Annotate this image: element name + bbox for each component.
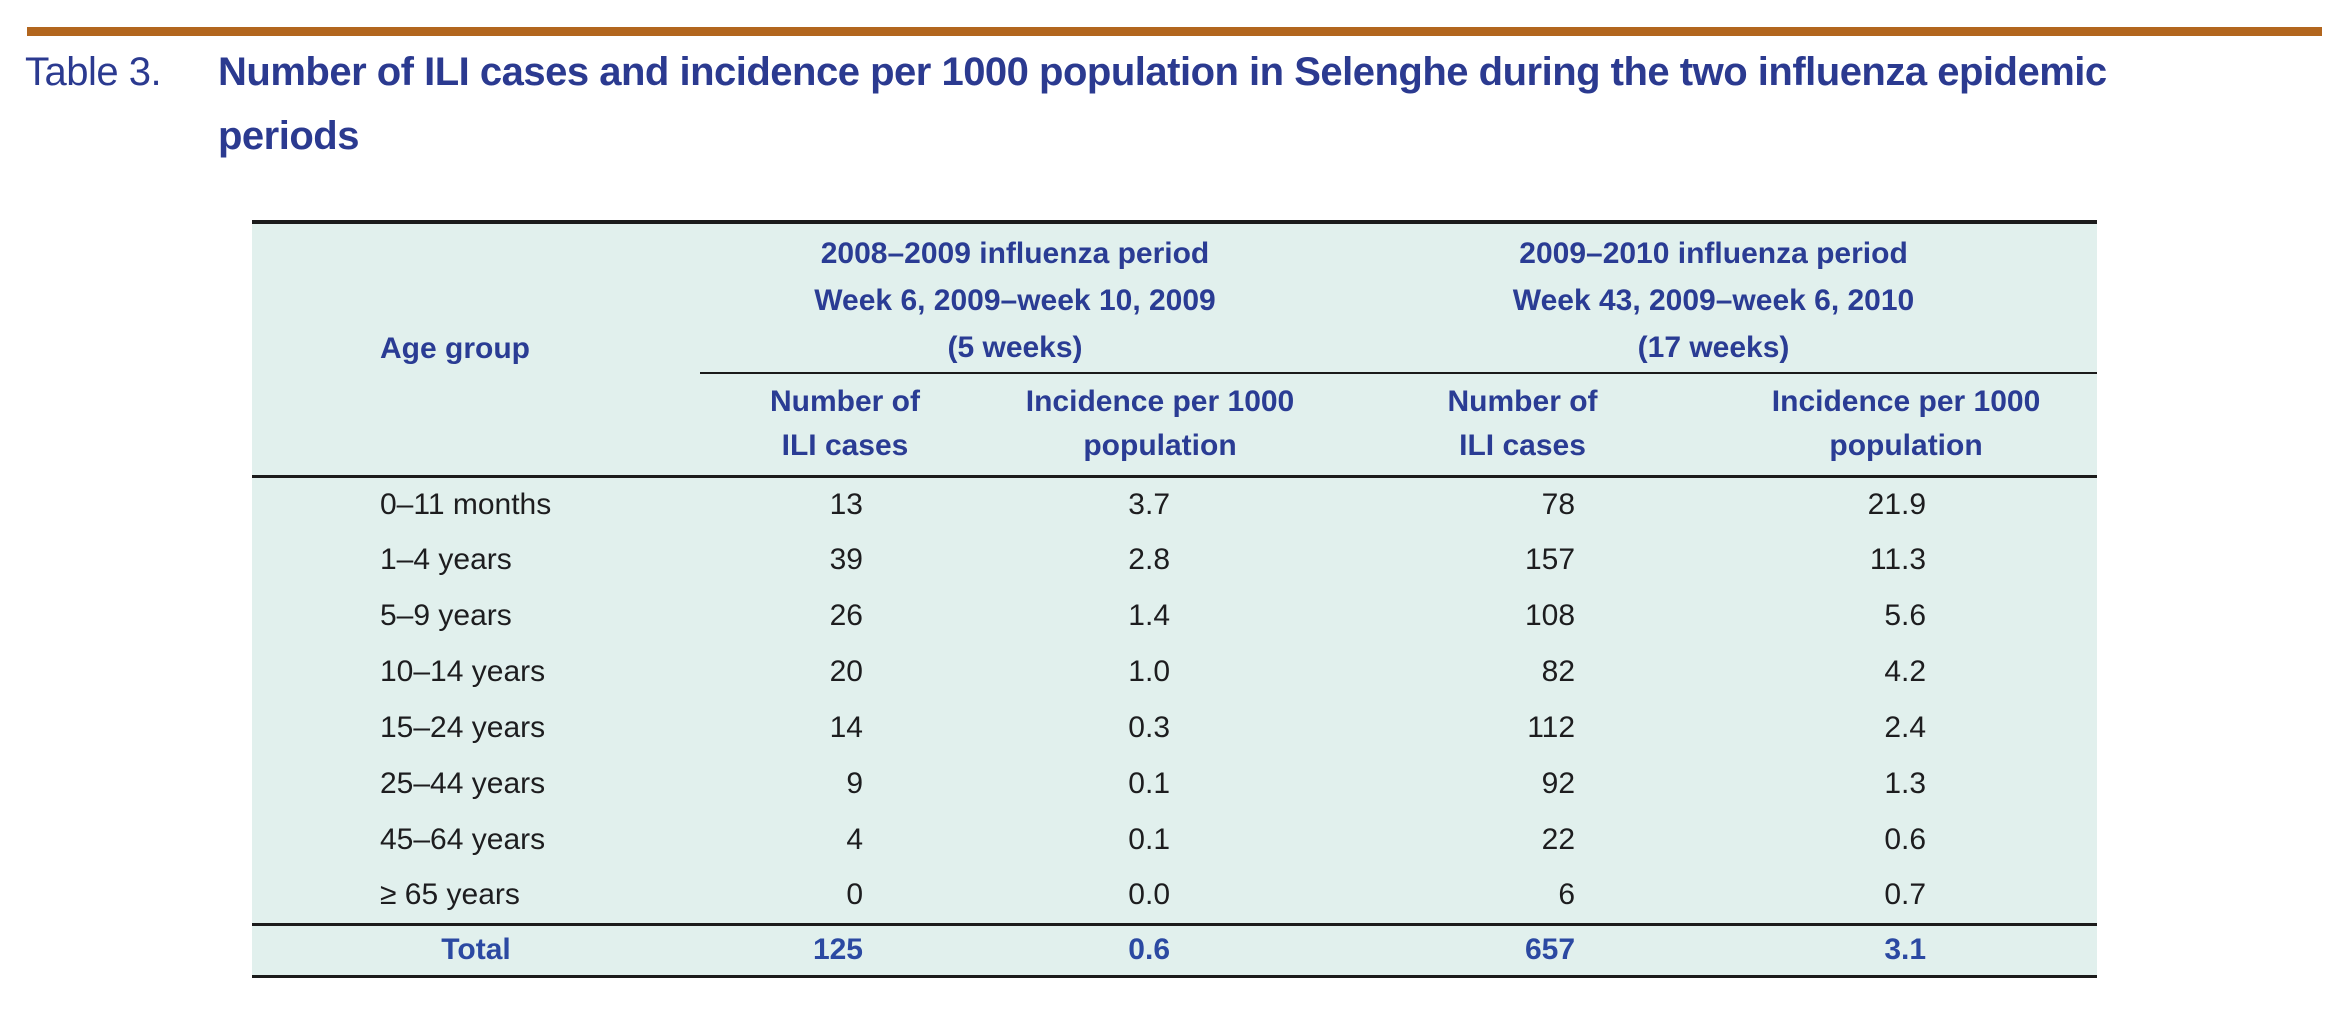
value-cell: 14 bbox=[829, 711, 863, 744]
value-cell: 5.6 bbox=[1884, 599, 1927, 632]
total-value: 3.1 bbox=[1715, 922, 2098, 976]
value-cell: 82 bbox=[1541, 655, 1576, 688]
age-group-cell: 5–9 years bbox=[380, 599, 512, 632]
value-cell: 3.7 bbox=[1128, 487, 1171, 521]
subheader-incidence-1-line-1: Incidence per 1000 bbox=[1025, 385, 1295, 419]
sub-header-row: Number of ILI cases Incidence per 1000 p… bbox=[252, 373, 2098, 478]
period-2-line-3: (17 weeks) bbox=[1637, 330, 1790, 364]
subheader-cases-2: Number of ILI cases bbox=[1330, 373, 1716, 478]
age-group-cell: 10–14 years bbox=[380, 655, 546, 688]
age-group-header-cell: Age group bbox=[252, 222, 700, 478]
table-row: 5–9 years 26 1.4 108 5.6 bbox=[252, 588, 2097, 644]
value-cell: 4 bbox=[846, 823, 863, 856]
value-cell: 26 bbox=[829, 599, 863, 632]
total-value: 657 bbox=[1330, 922, 1716, 976]
value-cell: 0.1 bbox=[1128, 823, 1171, 856]
value-cell: 78 bbox=[1541, 487, 1576, 521]
table-caption: Table 3. Number of ILI cases and inciden… bbox=[25, 40, 2107, 168]
age-group-cell: 15–24 years bbox=[380, 711, 546, 744]
table-row: 15–24 years 14 0.3 112 2.4 bbox=[252, 700, 2097, 756]
data-table: Age group 2008–2009 influenza period Wee… bbox=[252, 220, 2098, 978]
value-cell: 2.8 bbox=[1128, 543, 1171, 576]
caption-label: Table 3. bbox=[25, 50, 162, 94]
period-1-line-3: (5 weeks) bbox=[947, 330, 1083, 364]
value-cell: 0.3 bbox=[1128, 711, 1171, 744]
age-group-cell: ≥ 65 years bbox=[380, 878, 520, 912]
value-cell: 0.6 bbox=[1884, 823, 1927, 856]
total-label: Total bbox=[252, 922, 700, 976]
subheader-incidence-2-line-1: Incidence per 1000 bbox=[1771, 385, 2041, 419]
subheader-incidence-1-line-2: population bbox=[1083, 429, 1237, 463]
table-row: 1–4 years 39 2.8 157 11.3 bbox=[252, 532, 2097, 588]
value-cell: 0 bbox=[846, 878, 863, 912]
value-cell: 22 bbox=[1541, 823, 1576, 856]
subheader-cases-2-line-2: ILI cases bbox=[1459, 429, 1586, 463]
value-cell: 21.9 bbox=[1867, 487, 1927, 521]
subheader-incidence-2-line-2: population bbox=[1829, 429, 1983, 463]
value-cell: 20 bbox=[829, 655, 863, 688]
value-cell: 39 bbox=[829, 543, 863, 576]
caption-title: Number of ILI cases and incidence per 10… bbox=[218, 40, 2107, 168]
value-cell: 1.4 bbox=[1128, 599, 1171, 632]
period-2-line-1: 2009–2010 influenza period bbox=[1519, 236, 1908, 270]
table-row: 25–44 years 9 0.1 92 1.3 bbox=[252, 756, 2097, 812]
total-value: 125 bbox=[700, 922, 990, 976]
value-cell: 1.0 bbox=[1128, 655, 1171, 688]
value-cell: 9 bbox=[846, 767, 863, 800]
caption-title-line-1: Number of ILI cases and incidence per 10… bbox=[218, 50, 2107, 94]
value-cell: 157 bbox=[1524, 543, 1576, 576]
value-cell: 11.3 bbox=[1869, 543, 1927, 576]
value-cell: 112 bbox=[1527, 711, 1576, 744]
period-1-line-2: Week 6, 2009–week 10, 2009 bbox=[814, 283, 1216, 317]
subheader-cases-2-line-1: Number of bbox=[1447, 385, 1598, 419]
data-table-container: Age group 2008–2009 influenza period Wee… bbox=[252, 220, 2098, 978]
table-row: 10–14 years 20 1.0 82 4.2 bbox=[252, 644, 2097, 700]
value-cell: 6 bbox=[1558, 878, 1576, 912]
period-1-line-1: 2008–2009 influenza period bbox=[820, 236, 1210, 270]
period-header-group-2: 2009–2010 influenza period Week 43, 2009… bbox=[1330, 222, 2098, 374]
period-2-line-2: Week 43, 2009–week 6, 2010 bbox=[1512, 283, 1915, 317]
table-row: 45–64 years 4 0.1 22 0.6 bbox=[252, 812, 2097, 868]
total-row: Total 125 0.6 657 3.1 bbox=[252, 922, 2098, 976]
subheader-cases-1-line-1: Number of bbox=[770, 385, 920, 419]
group-header-row: Age group 2008–2009 influenza period Wee… bbox=[252, 222, 2098, 478]
caption-title-line-2: periods bbox=[218, 114, 359, 158]
value-cell: 13 bbox=[829, 487, 863, 521]
value-cell: 0.0 bbox=[1128, 878, 1171, 912]
period-header-group-1: 2008–2009 influenza period Week 6, 2009–… bbox=[700, 222, 1331, 374]
age-group-cell: 0–11 months bbox=[380, 487, 552, 521]
age-group-cell: 45–64 years bbox=[380, 823, 546, 856]
value-cell: 1.3 bbox=[1884, 767, 1927, 800]
value-cell: 108 bbox=[1524, 599, 1576, 632]
value-cell: 0.1 bbox=[1128, 767, 1171, 800]
value-cell: 4.2 bbox=[1884, 655, 1927, 688]
subheader-cases-1: Number of ILI cases bbox=[700, 373, 990, 478]
table-row: ≥ 65 years 0 0.0 6 0.7 bbox=[252, 868, 2097, 924]
age-group-cell: 25–44 years bbox=[380, 767, 546, 800]
subheader-incidence-1: Incidence per 1000 population bbox=[990, 373, 1331, 478]
value-cell: 2.4 bbox=[1884, 711, 1927, 744]
value-cell: 0.7 bbox=[1884, 878, 1927, 912]
age-group-cell: 1–4 years bbox=[380, 543, 512, 576]
subheader-cases-1-line-2: ILI cases bbox=[781, 429, 909, 463]
subheader-incidence-2: Incidence per 1000 population bbox=[1715, 373, 2098, 478]
table-row: 0–11 months 13 3.7 78 21.9 bbox=[252, 476, 2097, 532]
accent-bar bbox=[27, 27, 2322, 36]
total-value: 0.6 bbox=[990, 922, 1331, 976]
value-cell: 92 bbox=[1541, 767, 1576, 800]
